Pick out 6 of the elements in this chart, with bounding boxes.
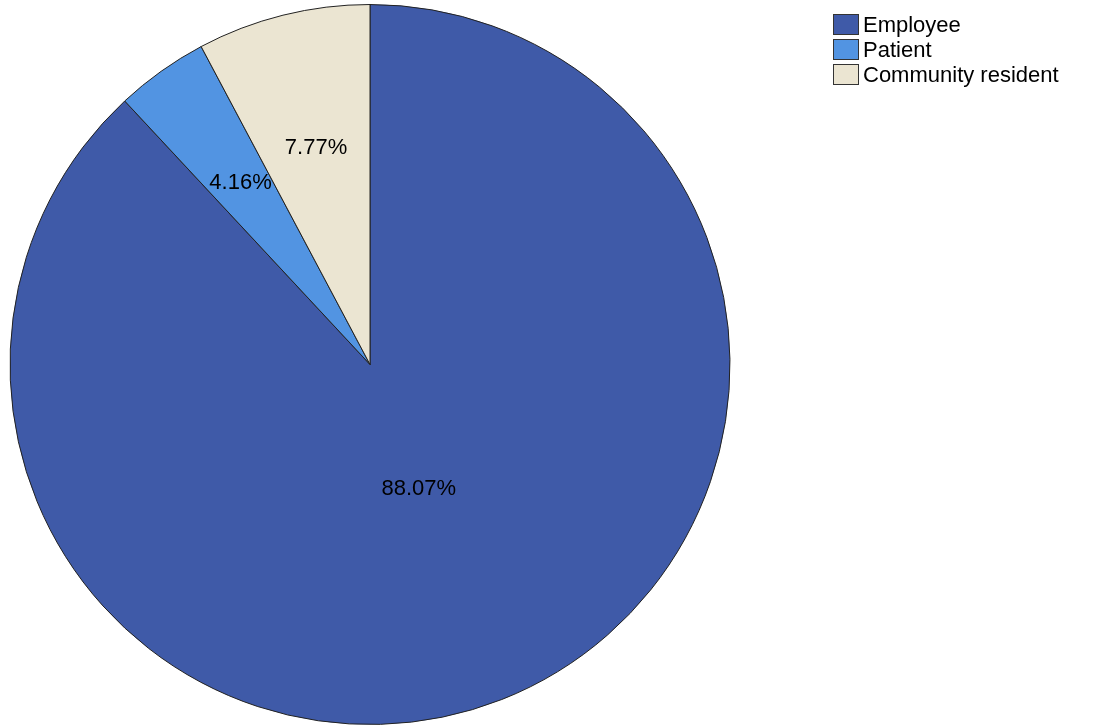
legend-label: Patient: [863, 36, 932, 63]
data-label: 4.16%: [209, 168, 272, 194]
legend-label: Employee: [863, 11, 961, 38]
data-label: 7.77%: [284, 133, 348, 159]
data-label: 88.07%: [381, 474, 457, 500]
legend-label: Community resident: [863, 61, 1059, 88]
